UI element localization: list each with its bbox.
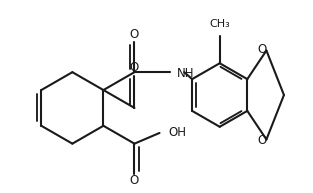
Text: CH₃: CH₃: [209, 19, 230, 29]
Text: O: O: [258, 43, 267, 56]
Text: O: O: [130, 28, 139, 41]
Text: OH: OH: [168, 126, 187, 139]
Text: O: O: [258, 134, 267, 147]
Text: NH: NH: [177, 67, 195, 80]
Text: O: O: [130, 61, 139, 74]
Text: O: O: [130, 174, 139, 187]
